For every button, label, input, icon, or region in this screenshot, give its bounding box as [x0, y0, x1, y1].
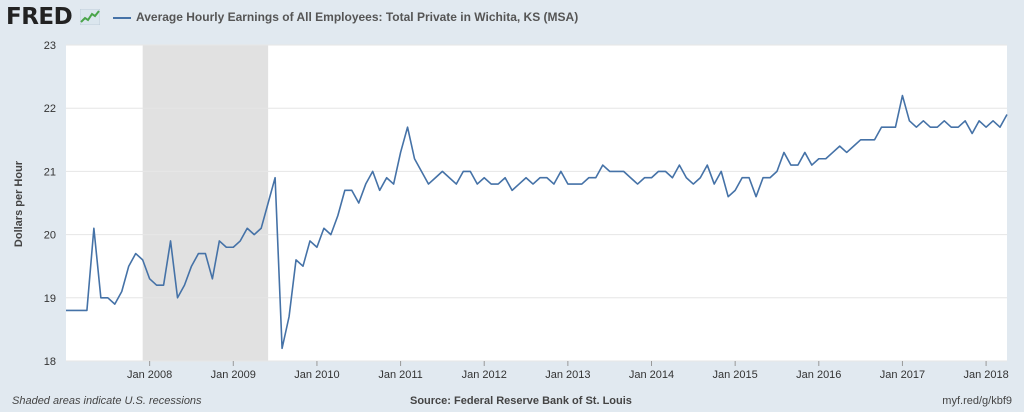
line-chart: Jan 2008 Jan 2009 Jan 2010 Jan 2011 Jan 2012… — [13, 40, 1009, 381]
x-tick-label: Jan 2012 — [462, 369, 507, 381]
x-tick-label: Jan 2013 — [545, 369, 590, 381]
chart-header: FRED Average Hourly Earnings of All Empl… — [0, 0, 1024, 36]
y-tick-label: 20 — [44, 230, 56, 242]
short-url-link[interactable]: myf.red/g/kbf9 — [942, 395, 1012, 407]
y-tick-label: 23 — [44, 40, 56, 52]
y-tick-label: 18 — [44, 356, 56, 368]
x-tick-label: Jan 2010 — [294, 369, 339, 381]
x-tick-label: Jan 2017 — [880, 369, 925, 381]
legend-series-label: Average Hourly Earnings of All Employees… — [136, 10, 579, 24]
x-tick-label: Jan 2011 — [378, 369, 422, 381]
source-credit: Source: Federal Reserve Bank of St. Loui… — [410, 395, 632, 407]
recession-note: Shaded areas indicate U.S. recessions — [12, 395, 202, 407]
x-tick-label: Jan 2008 — [127, 369, 172, 381]
y-tick-label: 19 — [44, 293, 56, 305]
legend-swatch — [113, 17, 131, 19]
recession-band — [142, 45, 269, 361]
recession-bands — [142, 45, 269, 361]
x-tick-label: Jan 2015 — [713, 369, 758, 381]
x-tick-label: Jan 2018 — [963, 369, 1008, 381]
gridlines — [66, 44, 1007, 362]
y-axis-label: Dollars per Hour — [13, 160, 25, 247]
x-axis-ticks: Jan 2008 Jan 2009 Jan 2010 Jan 2011 Jan 2012… — [127, 361, 1009, 381]
fred-logo: FRED — [6, 4, 73, 30]
y-axis-ticks: 18 19 20 21 22 23 — [44, 40, 56, 368]
x-tick-label: Jan 2016 — [796, 369, 841, 381]
x-tick-label: Jan 2009 — [211, 369, 256, 381]
line-graph-icon — [80, 9, 100, 25]
x-tick-label: Jan 2014 — [629, 369, 674, 381]
series-line — [66, 94, 1008, 350]
y-tick-label: 22 — [44, 103, 56, 115]
y-tick-label: 21 — [44, 166, 56, 178]
